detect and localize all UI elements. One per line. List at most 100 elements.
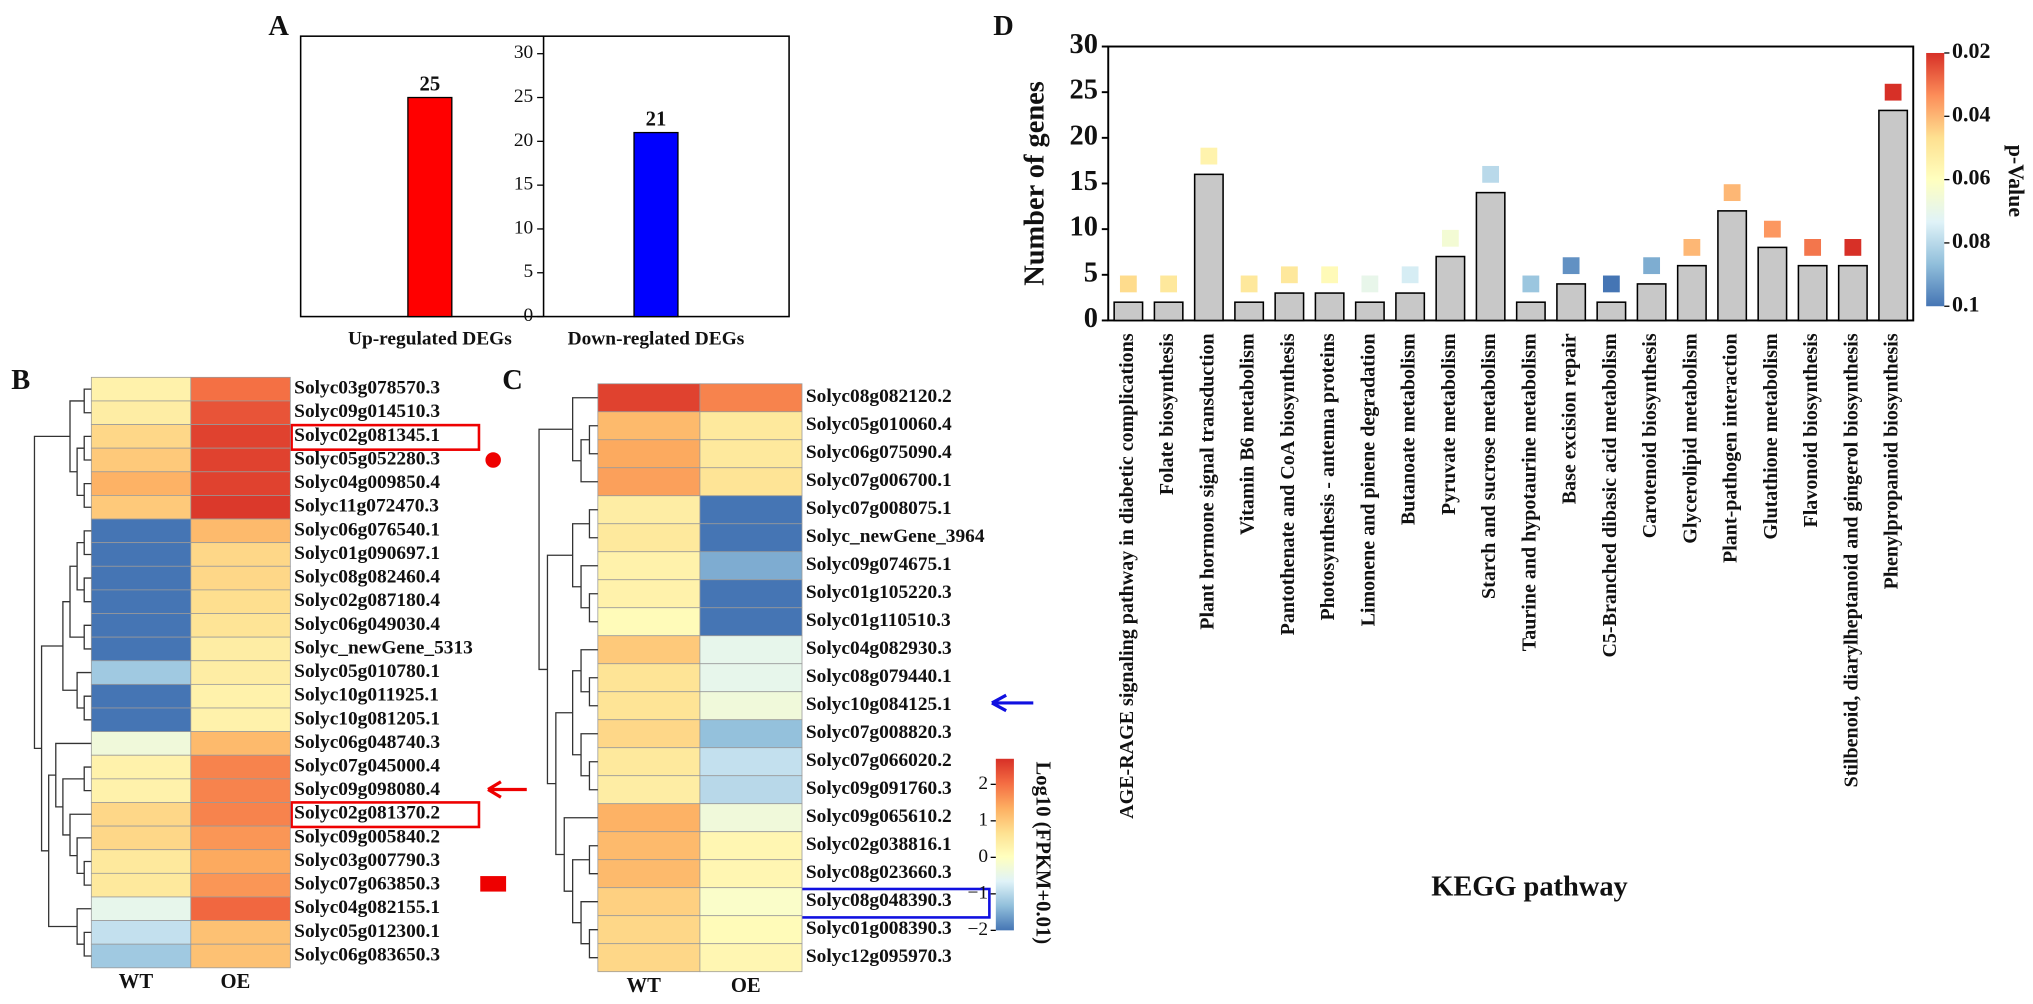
heatmap-cell — [190, 825, 291, 851]
heatmap-cell — [190, 778, 291, 803]
x-tick-label: Pantothenate and CoA biosynthesis — [1277, 333, 1299, 635]
heatmap-cell — [597, 803, 701, 833]
dendrogram — [76, 908, 92, 945]
row-label: Solyc04g009850.4 — [294, 472, 440, 493]
heatmap-cell — [699, 915, 803, 945]
x-tick-label: Vitamin B6 metabolism — [1237, 333, 1259, 535]
row-label: Solyc02g087180.4 — [294, 590, 440, 611]
x-tick-label: Base excision repair — [1559, 333, 1581, 504]
heatmap-cell — [699, 635, 803, 665]
column-label: WT — [119, 971, 154, 993]
p-value-square — [1844, 239, 1862, 256]
dendrogram — [83, 482, 92, 508]
heatmap-cell — [699, 439, 803, 469]
colorbar-label: Log10 (FPKM+0.01) — [1031, 761, 1053, 944]
row-label: Solyc06g076540.1 — [294, 519, 440, 540]
heatmap-cell — [90, 825, 192, 851]
heatmap-cell — [597, 411, 701, 441]
bar — [1837, 264, 1868, 322]
dendrogram — [55, 742, 92, 808]
row-label: Solyc10g011925.1 — [294, 685, 439, 706]
y-tick-label: 25 — [1069, 75, 1097, 106]
heatmap-cell — [699, 691, 803, 721]
row-label: Solyc03g007790.3 — [294, 850, 440, 871]
heatmap-cell — [90, 495, 192, 520]
y-tick-label: 15 — [514, 174, 533, 195]
x-tick-label: Phenylpropanoid biosynthesis — [1881, 333, 1903, 589]
heatmap-cell — [597, 831, 701, 861]
row-label: Solyc12g095970.3 — [806, 946, 952, 967]
heatmap-cell — [190, 495, 291, 520]
p-value-square — [1361, 275, 1379, 293]
row-label: Solyc07g066020.2 — [806, 750, 952, 771]
row-label: Solyc04g082930.3 — [806, 638, 952, 659]
dendrogram — [588, 509, 598, 539]
dendrogram — [588, 677, 598, 707]
bar — [1797, 264, 1828, 322]
row-label: Solyc_newGene_5313 — [294, 637, 473, 658]
x-tick-label: Taurine and hypotaurine metabolism — [1518, 333, 1540, 651]
heatmap-cell — [699, 551, 803, 581]
x-tick-label: Starch and sucrose metabolism — [1478, 333, 1500, 599]
heatmap-cell — [699, 943, 803, 973]
p-value-square — [1119, 275, 1137, 293]
panel-letter: D — [993, 11, 1014, 42]
x-tick-label: C5-Branched dibasic acid metabolism — [1599, 333, 1621, 657]
colorbar — [995, 758, 1014, 931]
dendrogram — [588, 761, 598, 791]
p-value-square — [1602, 275, 1620, 293]
value-label: 25 — [420, 74, 441, 96]
y-tick-label: 30 — [514, 42, 533, 63]
bar — [1676, 264, 1707, 322]
bar — [1636, 283, 1667, 322]
dendrogram — [62, 778, 85, 836]
y-tick-label: 20 — [1069, 120, 1097, 151]
colorbar-tick-label: 0.06 — [1952, 165, 1990, 190]
heatmap-cell — [190, 589, 291, 614]
y-tick-label: 25 — [514, 86, 533, 107]
bar — [1314, 292, 1345, 322]
heatmap-cell — [90, 896, 192, 921]
row-label: Solyc05g012300.1 — [294, 921, 440, 942]
dendrogram — [580, 733, 598, 777]
colorbar-tick-label: −2 — [967, 919, 988, 940]
heatmap-cell — [90, 920, 192, 945]
heatmap-cell — [699, 607, 803, 637]
heatmap-cell — [190, 802, 291, 827]
dendrogram — [83, 860, 92, 886]
heatmap-cell — [699, 495, 803, 525]
bar — [407, 96, 453, 318]
row-label: Solyc10g084125.1 — [806, 694, 952, 715]
colorbar-tick-label: 0 — [978, 846, 988, 867]
x-tick-label: Butanoate metabolism — [1398, 333, 1420, 525]
dendrogram — [580, 439, 598, 483]
heatmap-cell — [190, 424, 291, 449]
row-label: Solyc09g065610.2 — [806, 806, 952, 827]
x-tick-label: Flavonoid biosynthesis — [1800, 333, 1822, 527]
p-value-square — [1804, 239, 1822, 256]
heatmap-cell — [699, 775, 803, 805]
heatmap-cell — [597, 915, 701, 945]
dendrogram — [546, 554, 573, 785]
row-label: Solyc01g008390.3 — [806, 918, 952, 939]
row-label: Solyc01g110510.3 — [806, 610, 951, 631]
y-axis-label: Number of genes — [1020, 81, 1051, 286]
heatmap-cell — [597, 859, 701, 889]
dendrogram — [69, 813, 92, 857]
value-label: 21 — [646, 109, 667, 131]
heatmap-cell — [597, 663, 701, 693]
dendrogram — [588, 593, 598, 623]
row-label: Solyc02g038816.1 — [806, 834, 952, 855]
column-label: WT — [626, 975, 661, 997]
p-value-square — [1441, 229, 1459, 247]
row-label: Solyc06g049030.4 — [294, 614, 440, 635]
dendrogram — [580, 649, 598, 693]
row-label: Solyc06g083650.3 — [294, 944, 440, 965]
heatmap-cell — [90, 778, 192, 803]
p-value-square — [1482, 165, 1500, 183]
row-label: Solyc01g090697.1 — [294, 543, 440, 564]
p-value-square — [1884, 83, 1902, 101]
row-label: Solyc09g005840.2 — [294, 826, 440, 847]
heatmap-cell — [90, 400, 192, 425]
heatmap-cell — [597, 579, 701, 609]
